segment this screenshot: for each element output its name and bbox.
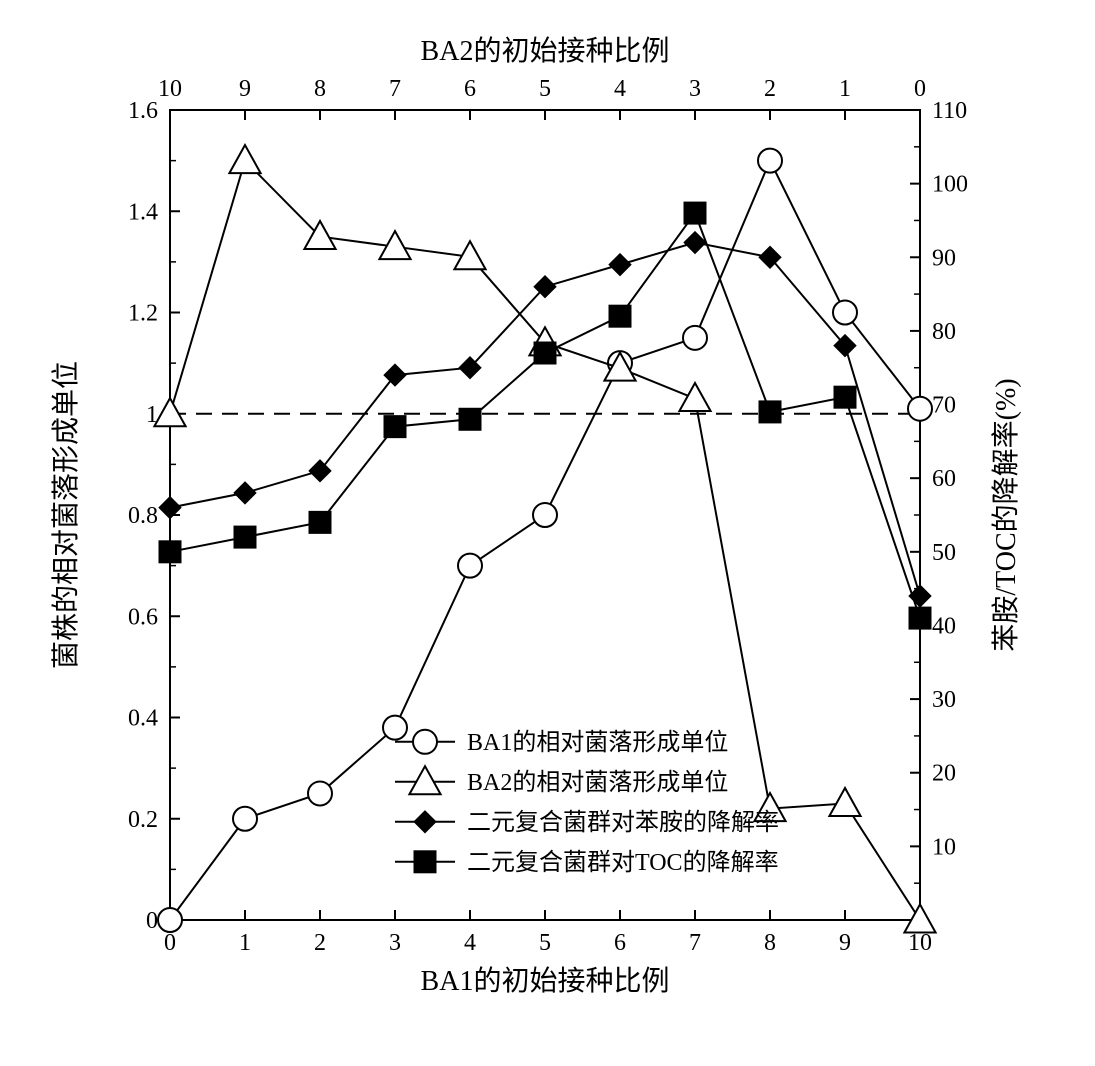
x-bottom-tick: 9 bbox=[839, 930, 851, 956]
x-top-tick: 10 bbox=[158, 76, 182, 102]
y-left-tick: 0.8 bbox=[128, 503, 158, 529]
y-right-tick: 90 bbox=[932, 245, 956, 271]
x-bottom-tick: 5 bbox=[539, 930, 551, 956]
y-left-axis-label: 菌株的相对菌落形成单位 bbox=[50, 361, 82, 669]
y-right-tick: 110 bbox=[932, 98, 967, 124]
x-top-tick: 2 bbox=[764, 76, 776, 102]
x-top-tick: 7 bbox=[389, 76, 401, 102]
x-bottom-tick: 0 bbox=[164, 930, 176, 956]
x-bottom-tick: 1 bbox=[239, 930, 251, 956]
x-bottom-tick: 10 bbox=[908, 930, 932, 956]
y-left-tick: 0.2 bbox=[128, 807, 158, 833]
x-top-tick: 9 bbox=[239, 76, 251, 102]
y-right-tick: 60 bbox=[932, 466, 956, 492]
y-left-tick: 0.6 bbox=[128, 604, 158, 630]
x-top-tick: 8 bbox=[314, 76, 326, 102]
y-right-tick: 100 bbox=[932, 172, 968, 198]
x-bottom-tick: 4 bbox=[464, 930, 476, 956]
y-right-tick: 50 bbox=[932, 540, 956, 566]
x-bottom-tick: 6 bbox=[614, 930, 626, 956]
y-left-tick: 1.2 bbox=[128, 301, 158, 327]
y-right-tick: 10 bbox=[932, 834, 956, 860]
y-right-tick: 80 bbox=[932, 319, 956, 345]
legend-label-ba1_rcfu: BA1的相对菌落形成单位 bbox=[467, 729, 728, 756]
y-left-tick: 0.4 bbox=[128, 706, 158, 732]
x-top-tick: 0 bbox=[914, 76, 926, 102]
legend-label-aniline_deg: 二元复合菌群对苯胺的降解率 bbox=[467, 809, 779, 836]
multi-axis-chart: 01234567891010987654321000.20.40.60.811.… bbox=[20, 20, 1075, 1046]
x-top-axis-label: BA2的初始接种比例 bbox=[421, 35, 670, 67]
y-right-tick: 40 bbox=[932, 613, 956, 639]
x-top-tick: 6 bbox=[464, 76, 476, 102]
legend-label-toc_deg: 二元复合菌群对TOC的降解率 bbox=[467, 849, 779, 876]
y-right-tick: 20 bbox=[932, 761, 956, 787]
legend-label-ba2_rcfu: BA2的相对菌落形成单位 bbox=[467, 769, 728, 796]
x-bottom-tick: 2 bbox=[314, 930, 326, 956]
y-left-tick: 1.6 bbox=[128, 98, 158, 124]
x-top-tick: 1 bbox=[839, 76, 851, 102]
x-top-tick: 5 bbox=[539, 76, 551, 102]
x-bottom-tick: 3 bbox=[389, 930, 401, 956]
x-bottom-tick: 7 bbox=[689, 930, 701, 956]
y-right-tick: 30 bbox=[932, 687, 956, 713]
x-bottom-tick: 8 bbox=[764, 930, 776, 956]
x-top-tick: 4 bbox=[614, 76, 626, 102]
y-left-tick: 0 bbox=[146, 908, 158, 934]
x-top-tick: 3 bbox=[689, 76, 701, 102]
y-right-axis-label: 苯胺/TOC的降解率(%) bbox=[990, 378, 1022, 651]
y-left-tick: 1.4 bbox=[128, 199, 158, 225]
x-bottom-axis-label: BA1的初始接种比例 bbox=[421, 965, 670, 997]
y-right-tick: 70 bbox=[932, 393, 956, 419]
